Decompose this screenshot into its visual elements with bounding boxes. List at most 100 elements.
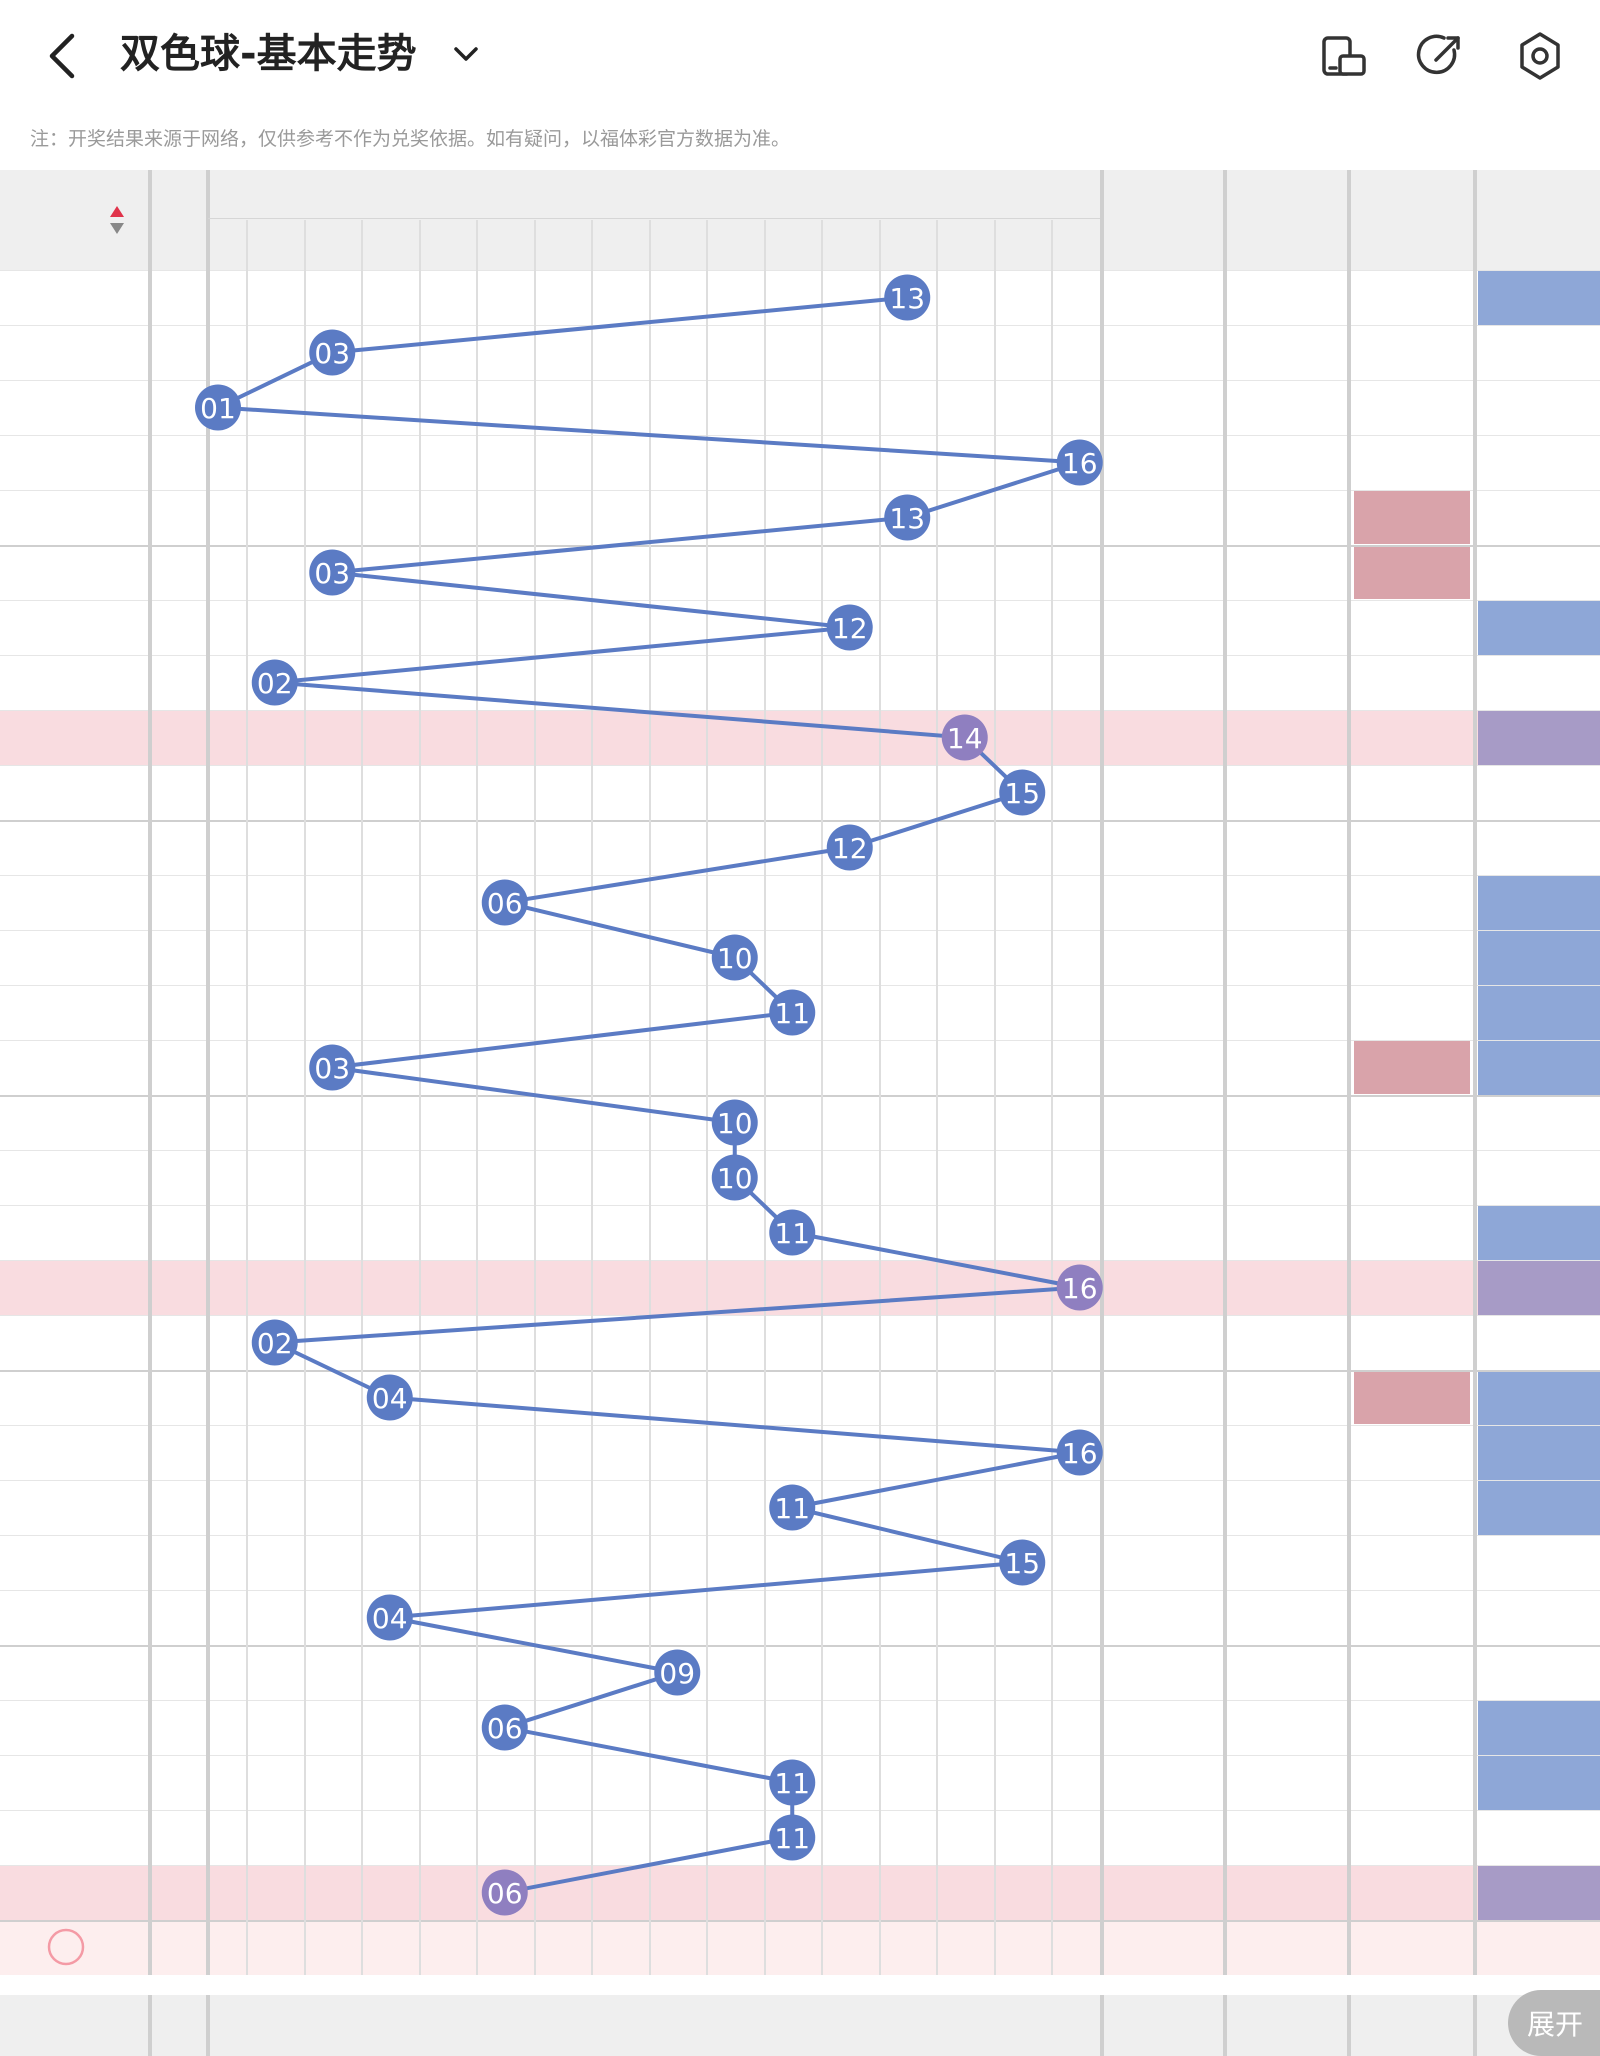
blue-ball-number: 12 [832,832,868,865]
blue-ball-number: 11 [774,1492,810,1525]
zone-highlight-bg [1354,1041,1470,1094]
blue-ball-marker: 10 [711,934,758,981]
expand-button[interactable]: 展开 [1508,1990,1600,2056]
blue-ball-number: 16 [1062,447,1098,480]
table-header-bg [0,170,1600,270]
row-divider [0,1645,1600,1647]
footer-header-bg [0,1995,1600,2056]
blue-ball-number: 11 [774,1822,810,1855]
col-divider [1347,1995,1351,2056]
oddeven-highlight-bg [1478,601,1600,655]
row-divider [0,1095,1600,1097]
blue-ball-number: 06 [487,887,523,920]
blue-ball-number: 10 [717,1107,753,1140]
row-divider [0,435,1600,436]
col-divider [993,220,996,1975]
blue-ball-number: 12 [832,612,868,645]
blue-ball-number: 11 [774,1767,810,1800]
row-divider [0,1150,1600,1151]
col-divider [246,220,248,1975]
blue-ball-marker: 16 [1056,1264,1103,1311]
col-divider [1100,170,1104,1975]
col-divider [1223,170,1227,1975]
blue-ball-marker: 09 [654,1649,701,1696]
blue-ball-marker: 06 [481,1704,528,1751]
row-divider [0,1480,1600,1481]
oddeven-highlight-bg [1478,1426,1600,1480]
row-divider [0,545,1600,547]
select-radio-icon[interactable] [46,1927,86,1967]
col-divider [648,220,651,1975]
settings-hex-icon[interactable] [1514,28,1566,84]
oddeven-highlight-bg [1478,931,1600,985]
row-divider [0,1755,1600,1756]
row-divider [0,1810,1600,1811]
blue-ball-number: 04 [372,1602,408,1635]
oddeven-highlight-bg [1478,1701,1600,1755]
chevron-down-icon[interactable] [448,36,484,72]
row-divider [0,1920,1600,1922]
row-divider [0,1865,1600,1866]
col-divider [476,220,478,1975]
oddeven-highlight-bg [1478,1756,1600,1810]
oddeven-highlight-bg [1478,876,1600,930]
oddeven-highlight-bg [1478,711,1600,765]
blue-ball-marker: 10 [711,1154,758,1201]
phone-rotate-icon[interactable] [1318,28,1370,84]
blue-ball-marker: 16 [1056,1429,1103,1476]
page-title[interactable]: 双色球-基本走势 [120,31,417,77]
blue-ball-marker: 15 [999,1539,1046,1586]
oddeven-highlight-bg [1478,1481,1600,1535]
blue-ball-marker: 11 [769,989,816,1036]
zone-highlight-bg [1354,491,1470,544]
sort-icon[interactable] [108,204,126,236]
disclaimer-notice: 注：开奖结果来源于网络，仅供参考不作为兑奖依据。如有疑问，以福体彩官方数据为准。 [30,128,791,150]
col-divider [148,170,152,1975]
back-arrow-icon[interactable] [40,28,84,84]
blue-ball-number: 02 [257,667,293,700]
blue-ball-number: 11 [774,997,810,1030]
row-divider [0,1260,1600,1261]
blue-ball-number: 10 [717,1162,753,1195]
col-divider [763,220,766,1975]
col-divider [1473,1995,1477,2056]
col-divider [418,220,421,1975]
row-divider [0,985,1600,986]
blue-ball-number: 13 [889,282,925,315]
row-divider [0,1425,1600,1426]
col-divider [591,220,593,1975]
blue-ball-marker: 13 [884,274,931,321]
share-icon[interactable] [1414,28,1466,84]
blue-ball-marker: 11 [769,1209,816,1256]
col-divider [821,220,823,1975]
col-divider [206,170,210,1975]
col-divider [533,220,536,1975]
blue-ball-marker: 03 [309,1044,356,1091]
blue-ball-number: 02 [257,1327,293,1360]
blue-ball-marker: 06 [481,879,528,926]
blue-ball-number: 11 [774,1217,810,1250]
zone-highlight-bg [1354,1371,1470,1424]
oddeven-highlight-bg [1478,986,1600,1040]
blue-header-divider [208,218,1100,219]
blue-ball-marker: 14 [941,714,988,761]
row-divider [0,325,1600,326]
blue-ball-number: 03 [314,337,350,370]
blue-ball-number: 01 [200,392,236,425]
blue-ball-marker: 11 [769,1759,816,1806]
row-divider [0,710,1600,711]
zone-highlight-bg [1354,546,1470,599]
row-divider [0,655,1600,656]
col-divider [303,220,306,1975]
col-divider [1051,220,1053,1975]
blue-ball-marker: 16 [1056,439,1103,486]
row-divider [0,1370,1600,1372]
oddeven-highlight-bg [1478,1866,1600,1920]
oddeven-highlight-bg [1478,1041,1600,1095]
col-divider [1473,170,1477,1975]
row-divider [0,930,1600,931]
row-divider [0,1205,1600,1206]
row-highlight-bg [0,1865,1600,1920]
